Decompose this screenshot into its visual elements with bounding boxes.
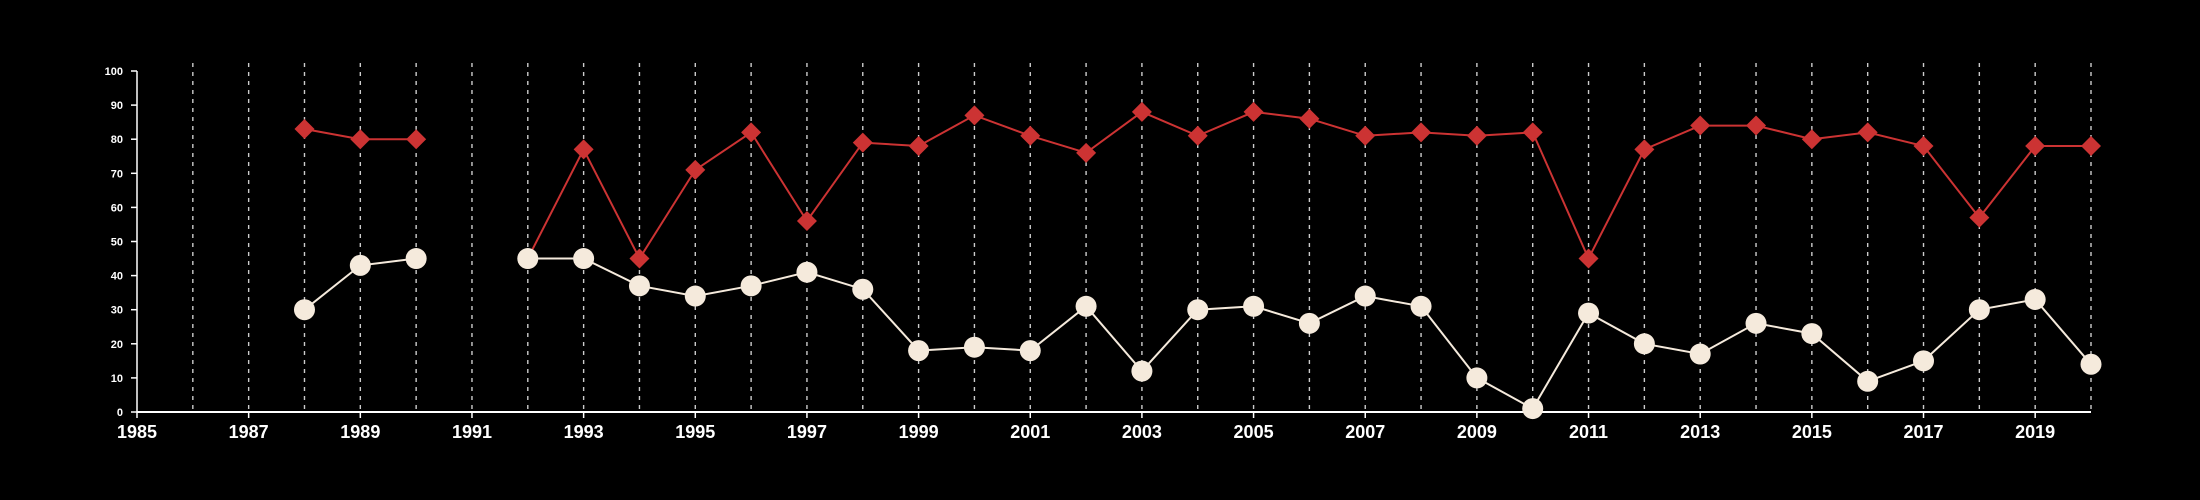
series-2-point-2009 [1466, 367, 1488, 389]
series-2-point-1993 [573, 248, 595, 270]
series-1-point-2012 [1634, 139, 1655, 160]
series-2-point-2010 [1522, 398, 1544, 420]
x-tick-label-1989: 1989 [340, 422, 380, 442]
series-2 [293, 248, 2102, 420]
x-tick-label-2013: 2013 [1680, 422, 1720, 442]
series-2-point-1989 [349, 254, 371, 276]
x-tick-label-2001: 2001 [1010, 422, 1050, 442]
series-1 [294, 101, 2101, 269]
x-tick-label-2003: 2003 [1122, 422, 1162, 442]
x-tick-label-2015: 2015 [1792, 422, 1832, 442]
y-tick-label-0: 0 [117, 407, 123, 419]
series-1-point-2008 [1411, 122, 1432, 143]
series-1-point-1996 [741, 122, 762, 143]
series-2-point-2003 [1131, 360, 1153, 382]
series-1-point-2005 [1243, 101, 1264, 122]
series-1-point-2003 [1131, 101, 1152, 122]
series-2-point-1998 [852, 278, 874, 300]
series-1-point-1998 [852, 132, 873, 153]
series-2-point-2013 [1689, 343, 1711, 365]
x-tick-label-2011: 2011 [1569, 422, 1608, 442]
series-1-point-2006 [1299, 108, 1320, 129]
y-tick-label-30: 30 [111, 305, 123, 317]
series-2-point-1988 [293, 299, 315, 321]
series-1-point-1995 [685, 159, 706, 180]
series-2-point-2006 [1298, 312, 1320, 334]
series-2-point-2020 [2080, 353, 2102, 375]
series-1-point-2020 [2081, 136, 2101, 157]
x-tick-label-2009: 2009 [1457, 422, 1497, 442]
series-1-point-2014 [1746, 115, 1767, 136]
series-1-point-2016 [1857, 122, 1878, 143]
y-tick-label-10: 10 [111, 373, 123, 385]
series-1-point-1999 [908, 136, 929, 157]
series-1-point-1990 [406, 129, 427, 150]
x-tick-label-2019: 2019 [2015, 422, 2055, 442]
series-1-point-2010 [1522, 122, 1543, 143]
series-2-point-1994 [628, 275, 650, 297]
x-tick-label-1985: 1985 [117, 422, 157, 442]
series-1-point-1989 [350, 129, 371, 150]
series-layer [293, 101, 2102, 420]
y-tick-label-50: 50 [111, 237, 123, 249]
series-2-point-1995 [684, 285, 706, 307]
series-2-point-2011 [1578, 302, 1600, 324]
series-1-point-2015 [1801, 129, 1822, 150]
x-tick-label-1997: 1997 [787, 422, 827, 442]
x-tick-label-1987: 1987 [229, 422, 269, 442]
series-1-point-2019 [2025, 136, 2046, 157]
y-tick-label-60: 60 [111, 202, 123, 214]
series-1-point-2013 [1690, 115, 1711, 136]
series-2-point-2005 [1243, 295, 1265, 317]
y-tick-label-90: 90 [111, 100, 123, 112]
x-tick-label-2007: 2007 [1345, 422, 1385, 442]
series-2-point-2018 [1968, 299, 1990, 321]
x-tick-label-1993: 1993 [564, 422, 604, 442]
x-tick-label-1991: 1991 [452, 422, 492, 442]
series-2-point-1992 [517, 248, 539, 270]
series-1-point-2009 [1466, 125, 1487, 146]
series-2-point-2017 [1913, 350, 1935, 372]
gridlines [192, 63, 2092, 412]
series-1-point-2011 [1578, 248, 1599, 269]
series-2-point-2016 [1857, 370, 1879, 392]
x-tick-label-1995: 1995 [675, 422, 715, 442]
series-2-point-1999 [908, 340, 930, 362]
series-1-point-2000 [964, 105, 985, 126]
y-tick-label-100: 100 [105, 66, 123, 78]
x-tick-label-1999: 1999 [899, 422, 939, 442]
y-tick-label-80: 80 [111, 134, 123, 146]
series-2-point-2015 [1801, 323, 1823, 345]
series-1-point-1994 [629, 248, 650, 269]
series-2-point-2007 [1354, 285, 1376, 307]
series-1-point-2007 [1355, 125, 1376, 146]
y-tick-label-70: 70 [111, 168, 123, 180]
series-1-point-1993 [573, 139, 594, 160]
series-1-point-2018 [1969, 207, 1990, 228]
series-2-point-1997 [796, 261, 818, 283]
y-tick-label-40: 40 [111, 271, 123, 283]
axes: 0 10 20 30 40 50 60 70 80 90 100 1985 1987 1989 1991 19… [105, 66, 2091, 442]
series-2-point-1990 [405, 248, 427, 270]
series-2-point-2019 [2024, 288, 2046, 310]
series-1-point-2004 [1187, 125, 1208, 146]
series-1-point-1997 [796, 211, 817, 232]
series-1-point-2001 [1020, 125, 1041, 146]
series-1-point-2002 [1076, 142, 1097, 163]
x-tick-label-2017: 2017 [1903, 422, 1943, 442]
series-2-point-2004 [1187, 299, 1209, 321]
y-tick-label-20: 20 [111, 339, 123, 351]
series-2-point-2012 [1633, 333, 1655, 355]
series-1-point-2017 [1913, 136, 1934, 157]
series-2-point-2008 [1410, 295, 1432, 317]
series-2-point-2001 [1019, 340, 1041, 362]
series-1-point-1988 [294, 118, 315, 139]
series-2-point-2014 [1745, 312, 1767, 334]
series-2-point-1996 [740, 275, 762, 297]
x-tick-label-2005: 2005 [1234, 422, 1274, 442]
series-2-point-2000 [963, 336, 985, 358]
series-2-point-2002 [1075, 295, 1097, 317]
